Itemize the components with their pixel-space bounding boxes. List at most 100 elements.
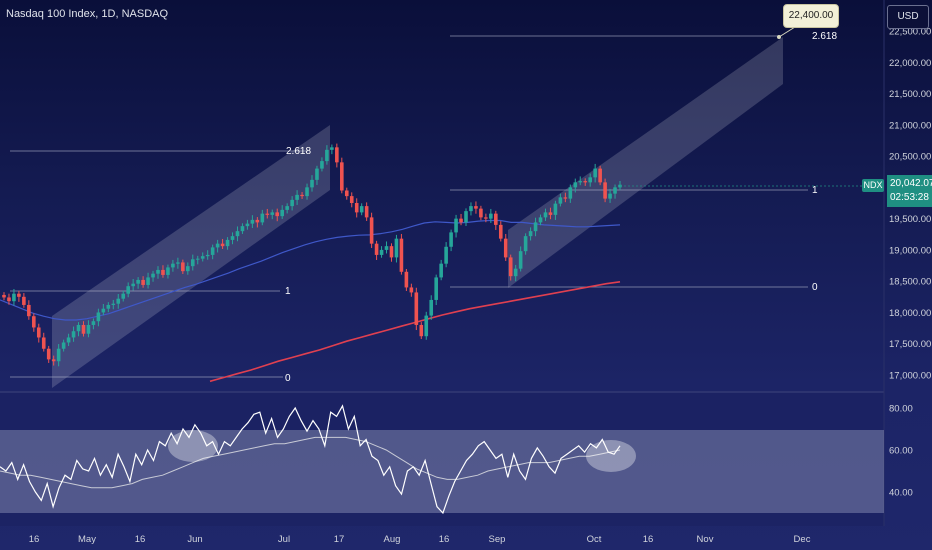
candle-body: [598, 168, 602, 183]
candle-body: [553, 203, 558, 215]
candle-body: [230, 236, 235, 240]
fib-label-ch2-bottom: 0: [812, 282, 818, 293]
candle-body: [364, 206, 369, 218]
candle-body: [225, 239, 230, 247]
candle-body: [369, 217, 374, 244]
fib-label-ch1-mid: 1: [285, 286, 291, 297]
candle-body: [181, 262, 185, 272]
candle-body: [166, 267, 170, 275]
candle-body: [439, 263, 443, 278]
currency-button[interactable]: USD: [887, 5, 929, 29]
target-price-label: 22,400.00: [783, 4, 839, 28]
candle-body: [76, 324, 81, 332]
time-tick-label: Jun: [187, 534, 202, 545]
candle-body: [454, 218, 458, 233]
candle-body: [176, 262, 180, 264]
price-tick-label: 18,500.00: [889, 277, 931, 288]
candle-body: [508, 257, 513, 277]
candle-body: [300, 194, 304, 197]
rsi-ma-line: [0, 436, 621, 489]
time-tick-label: Jul: [278, 534, 290, 545]
candle-body: [275, 212, 280, 217]
candle-body: [349, 196, 354, 203]
candle-body: [205, 254, 210, 257]
candle-body: [583, 181, 588, 183]
candle-body: [538, 217, 543, 223]
rsi-tick-label: 60.00: [889, 446, 913, 457]
candle-body: [518, 251, 523, 269]
fib-label-ch1-bottom: 0: [285, 373, 291, 384]
candle-body: [2, 294, 6, 298]
time-tick-label: Sep: [489, 534, 506, 545]
candle-body: [429, 299, 434, 316]
candle-body: [513, 268, 518, 277]
candle-body: [255, 219, 260, 223]
rsi-tick-label: 80.00: [889, 404, 913, 415]
candle-body: [106, 304, 111, 309]
candle-body: [195, 258, 200, 260]
candle-body: [573, 182, 578, 188]
price-tick-label: 19,500.00: [889, 214, 931, 225]
candle-body: [354, 203, 359, 213]
price-tick-label: 18,000.00: [889, 308, 931, 319]
candle-body: [494, 213, 498, 225]
candle-body: [171, 263, 175, 268]
fib-labels: 2.618 1 0 2.618 1 0: [285, 31, 837, 384]
time-tick-label: Dec: [794, 534, 811, 545]
price-tick-label: 20,500.00: [889, 152, 931, 163]
candle-body: [389, 246, 394, 258]
candle-body: [548, 212, 553, 215]
candle-body: [603, 182, 607, 199]
candle-body: [563, 197, 568, 199]
candle-body: [210, 247, 215, 255]
candle-body: [116, 298, 121, 304]
candle-body: [434, 277, 438, 300]
fib-lines: [10, 35, 808, 378]
candle-body: [51, 359, 56, 362]
candle-body: [295, 194, 299, 200]
candle-body: [528, 231, 533, 237]
candle-body: [81, 324, 86, 334]
rsi-panel-background: [0, 392, 884, 526]
candle-body: [464, 211, 468, 223]
candle-body: [7, 297, 11, 302]
candle-body: [101, 308, 106, 313]
candle-body: [474, 206, 478, 209]
candle-body: [71, 331, 76, 338]
candle-body: [27, 304, 31, 317]
channel-1: [52, 125, 330, 388]
candle-body: [136, 279, 140, 284]
candle-body: [568, 187, 573, 199]
time-tick-label: 16: [439, 534, 450, 545]
candle-body: [186, 266, 190, 272]
candle-body: [22, 296, 26, 305]
candle-body: [220, 243, 225, 247]
candle-body: [588, 177, 592, 183]
candle-body: [46, 348, 51, 360]
candle-body: [593, 168, 597, 178]
candle-body: [280, 209, 284, 217]
candle-body: [543, 212, 548, 218]
candle-body: [270, 212, 275, 215]
candle-body: [409, 287, 414, 293]
time-tick-label: 16: [643, 534, 654, 545]
time-tick-label: Nov: [697, 534, 714, 545]
candle-body: [121, 293, 126, 299]
last-price-value: 20,042.07: [890, 178, 932, 189]
price-tick-label: 19,000.00: [889, 245, 931, 256]
candle-body: [215, 243, 220, 248]
candle-body: [404, 271, 409, 288]
channel-2: [508, 37, 783, 288]
candle-body: [399, 238, 404, 272]
fib-label-ch2-mid: 1: [812, 185, 818, 196]
candle-body: [613, 187, 617, 194]
candle-body: [359, 206, 364, 213]
candle-body: [151, 273, 155, 278]
candle-body: [56, 348, 61, 362]
candle-body: [459, 218, 463, 223]
time-tick-label: 16: [29, 534, 40, 545]
rsi-highlight-2: [586, 440, 636, 472]
candle-body: [330, 147, 334, 150]
candle-body: [498, 224, 503, 239]
